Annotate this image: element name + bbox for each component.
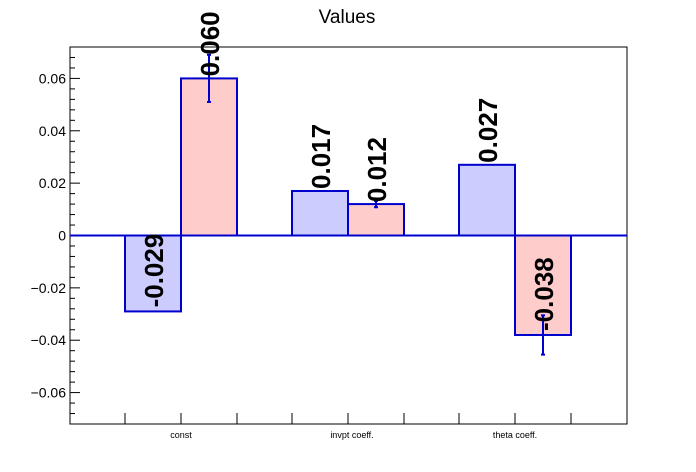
y-tick-label: −0.02 — [31, 280, 67, 296]
chart-title: Values — [319, 7, 376, 28]
y-tick-label: 0.04 — [39, 123, 66, 139]
y-tick-label: −0.06 — [31, 385, 67, 401]
y-tick-label: 0.06 — [39, 70, 66, 86]
data-label: 0.027 — [473, 98, 503, 163]
y-tick-label: 0 — [58, 228, 66, 244]
bar — [347, 203, 405, 237]
bar — [291, 189, 349, 237]
data-label: -0.038 — [529, 257, 559, 331]
y-tick-label: 0.02 — [39, 175, 66, 191]
y-tick-label: −0.04 — [31, 332, 67, 348]
bar — [124, 234, 182, 313]
data-label: -0.029 — [139, 234, 169, 308]
x-category-label: const — [170, 430, 192, 440]
bar — [458, 163, 516, 237]
plot-area: −0.06 −0.04 −0.02 0 0.02 0.04 0.06 const invpt c… — [31, 11, 628, 440]
x-category-label: invpt coeff. — [330, 430, 373, 440]
x-category-label: theta coeff. — [493, 430, 537, 440]
data-label: 0.012 — [362, 137, 392, 202]
data-label: 0.060 — [195, 11, 225, 76]
data-label: 0.017 — [306, 124, 336, 189]
bar — [180, 77, 238, 237]
